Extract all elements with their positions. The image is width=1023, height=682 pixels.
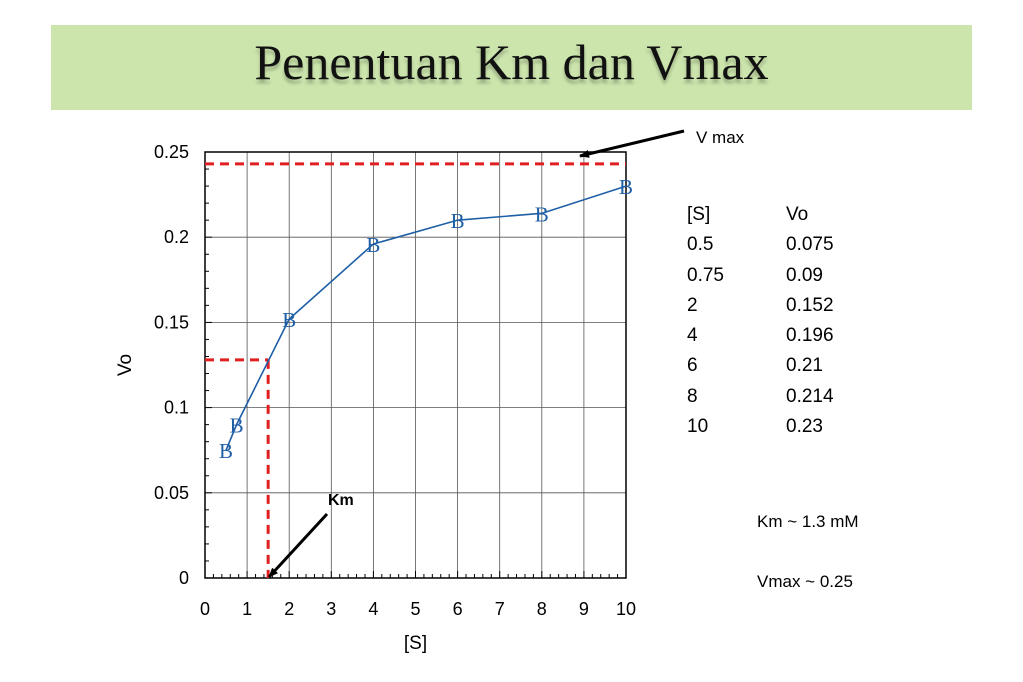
- km-annotation: Km: [328, 492, 354, 509]
- km-note: Km ~ 1.3 mM: [757, 512, 859, 531]
- x-tick-label: 2: [284, 599, 294, 619]
- x-tick-label: 4: [368, 599, 378, 619]
- table-header-s: [S]: [687, 204, 711, 225]
- table-cell-s: 0.75: [687, 264, 724, 286]
- x-tick-label: 9: [579, 599, 589, 619]
- table-row: 0.75 0.09: [687, 261, 834, 291]
- title-banner: Penentuan Km dan Vmax: [51, 25, 972, 110]
- data-point-marker: B: [451, 209, 465, 233]
- data-point-marker: B: [535, 202, 549, 226]
- table-cell-s: 0.5: [687, 234, 714, 256]
- table-row: 2 0.152: [687, 291, 834, 321]
- table-cell-s: 10: [687, 416, 709, 438]
- x-tick-label: 8: [537, 599, 547, 619]
- data-point-marker: B: [282, 308, 296, 332]
- km-arrow: [267, 512, 329, 579]
- x-tick-label: 0: [200, 599, 210, 619]
- table-row: 4 0.196: [687, 321, 834, 351]
- y-tick-label: 0: [179, 568, 189, 588]
- table-header-row: [S] Vo: [687, 200, 834, 230]
- y-axis-label: Vo: [115, 354, 136, 376]
- slide-title: Penentuan Km dan Vmax: [254, 34, 769, 90]
- data-point-marker: B: [219, 439, 233, 463]
- table-cell-vo: 0.214: [786, 385, 834, 407]
- table-cell-s: 6: [687, 355, 698, 377]
- table-row: 6 0.21: [687, 351, 834, 381]
- x-tick-label: 3: [326, 599, 336, 619]
- vmax-arrow: [579, 129, 685, 158]
- table-row: 8 0.214: [687, 382, 834, 412]
- y-tick-label: 0.15: [154, 312, 189, 332]
- table-cell-s: 4: [687, 325, 698, 347]
- x-tick-label: 1: [242, 599, 252, 619]
- x-tick-label: 5: [410, 599, 420, 619]
- data-point-marker: B: [366, 233, 380, 257]
- y-tick-label: 0.05: [154, 483, 189, 503]
- table-cell-s: 2: [687, 294, 698, 316]
- vmax-note: Vmax ~ 0.25: [757, 572, 853, 591]
- x-tick-label: 10: [616, 599, 636, 619]
- table-cell-vo: 0.23: [786, 416, 823, 438]
- vmax-annotation: V max: [696, 128, 745, 147]
- table-cell-vo: 0.152: [786, 294, 834, 316]
- data-point-marker: B: [230, 414, 244, 438]
- table-cell-vo: 0.196: [786, 325, 834, 347]
- y-tick-label: 0.1: [164, 398, 189, 418]
- series-line: [225, 185, 627, 451]
- table-header-vo: Vo: [786, 204, 809, 225]
- table-cell-vo: 0.09: [786, 264, 823, 286]
- x-tick-label: 7: [495, 599, 505, 619]
- x-tick-label: 6: [453, 599, 463, 619]
- table-row: 10 0.23: [687, 412, 834, 442]
- table-cell-vo: 0.075: [786, 234, 834, 256]
- table-cell-s: 8: [687, 385, 698, 407]
- data-point-marker: B: [619, 175, 633, 199]
- y-tick-label: 0.25: [154, 142, 189, 162]
- table-cell-vo: 0.21: [786, 355, 823, 377]
- table-row: 0.5 0.075: [687, 230, 834, 260]
- y-tick-label: 0.2: [164, 227, 189, 247]
- x-axis-label: [S]: [404, 633, 427, 654]
